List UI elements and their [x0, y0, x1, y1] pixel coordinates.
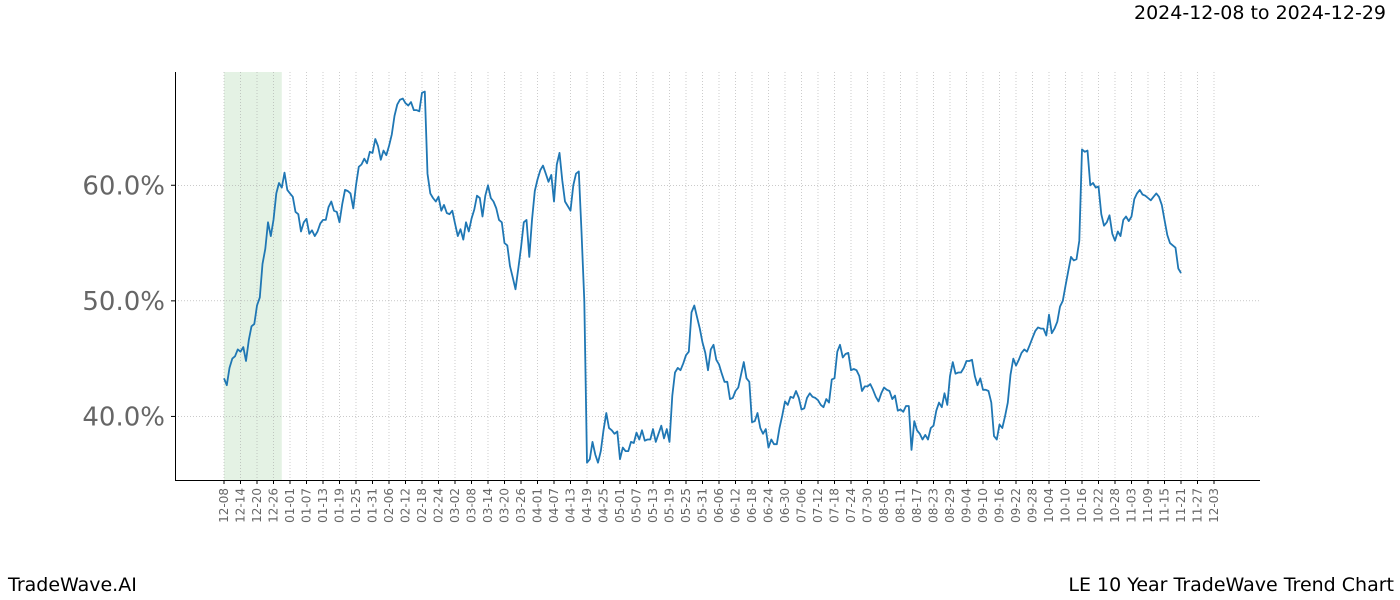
x-tick-label: 08-17 [910, 488, 924, 523]
x-tick-label: 02-12 [399, 488, 413, 523]
x-tick-label: 03-08 [465, 488, 479, 523]
x-tick-label: 03-20 [498, 488, 512, 523]
x-tick-label: 03-14 [481, 488, 495, 523]
x-tick-label: 09-10 [976, 488, 990, 523]
x-tick-label: 10-10 [1059, 488, 1073, 523]
x-tick-label: 11-27 [1191, 488, 1205, 523]
highlight-band [224, 72, 282, 480]
x-tick-label: 12-03 [1207, 488, 1221, 523]
x-tick-label: 04-07 [547, 488, 561, 523]
x-tick-label: 08-23 [927, 488, 941, 523]
x-tick-label: 04-25 [597, 488, 611, 523]
x-tick-label: 07-06 [795, 488, 809, 523]
x-tick-label: 03-26 [514, 488, 528, 523]
vertical-gridlines [223, 72, 1215, 480]
x-tick-label: 11-21 [1174, 488, 1188, 523]
x-tick-label: 11-03 [1125, 488, 1139, 523]
x-tick-label: 12-14 [234, 488, 248, 523]
x-tick-label: 09-28 [1026, 488, 1040, 523]
x-tick-label: 07-12 [811, 488, 825, 523]
x-tick-label: 11-15 [1158, 488, 1172, 523]
x-tick-label: 07-30 [861, 488, 875, 523]
x-tick-label: 11-09 [1141, 488, 1155, 523]
x-tick-label: 02-24 [432, 488, 446, 523]
x-tick-label: 04-01 [531, 488, 545, 523]
x-tick-label: 05-01 [613, 488, 627, 523]
y-tick-labels: 40.0% 50.0% 60.0% [82, 171, 175, 432]
y-tick-label: 40.0% [82, 402, 165, 432]
x-tick-label: 05-07 [630, 488, 644, 523]
x-tick-label: 04-19 [580, 488, 594, 523]
x-tick-label: 05-31 [696, 488, 710, 523]
x-tick-label: 08-11 [894, 488, 908, 523]
x-tick-label: 09-04 [960, 488, 974, 523]
horizontal-gridlines [175, 184, 1260, 417]
x-tick-label: 12-08 [217, 488, 231, 523]
x-tick-label: 12-26 [267, 488, 281, 523]
x-tick-label: 06-24 [762, 488, 776, 523]
x-tick-label: 10-22 [1092, 488, 1106, 523]
x-tick-label: 06-06 [712, 488, 726, 523]
x-tick-label: 09-22 [1009, 488, 1023, 523]
x-tick-label: 03-02 [448, 488, 462, 523]
x-tick-label: 07-24 [844, 488, 858, 523]
x-tick-label: 08-05 [877, 488, 891, 523]
x-tick-label: 10-04 [1042, 488, 1056, 523]
x-tick-label: 01-07 [300, 488, 314, 523]
x-tick-label: 01-25 [349, 488, 363, 523]
x-tick-labels: 12-08 12-14 12-20 12-26 01-01 01-07 01-13 01-19… [217, 480, 1221, 523]
x-tick-label: 08-29 [943, 488, 957, 523]
x-tick-label: 07-18 [828, 488, 842, 523]
x-tick-label: 01-19 [333, 488, 347, 523]
x-tick-label: 04-13 [564, 488, 578, 523]
brand-label: TradeWave.AI [8, 574, 137, 596]
x-tick-label: 05-13 [646, 488, 660, 523]
x-tick-label: 05-25 [679, 488, 693, 523]
x-tick-label: 01-13 [316, 488, 330, 523]
date-range: 2024-12-08 to 2024-12-29 [1134, 2, 1386, 24]
y-tick-label: 60.0% [82, 171, 165, 201]
x-tick-label: 09-16 [993, 488, 1007, 523]
y-tick-label: 50.0% [82, 287, 165, 317]
x-tick-label: 12-20 [250, 488, 264, 523]
x-tick-label: 10-28 [1108, 488, 1122, 523]
x-tick-label: 01-31 [366, 488, 380, 523]
x-tick-label: 05-19 [663, 488, 677, 523]
x-tick-label: 06-12 [729, 488, 743, 523]
x-tick-label: 02-18 [415, 488, 429, 523]
series-line [223, 90, 1182, 464]
x-tick-label: 01-01 [283, 488, 297, 523]
x-tick-label: 02-06 [382, 488, 396, 523]
x-tick-label: 06-30 [778, 488, 792, 523]
x-tick-label: 06-18 [745, 488, 759, 523]
chart-title: LE 10 Year TradeWave Trend Chart [1068, 574, 1394, 596]
x-tick-label: 10-16 [1075, 488, 1089, 523]
